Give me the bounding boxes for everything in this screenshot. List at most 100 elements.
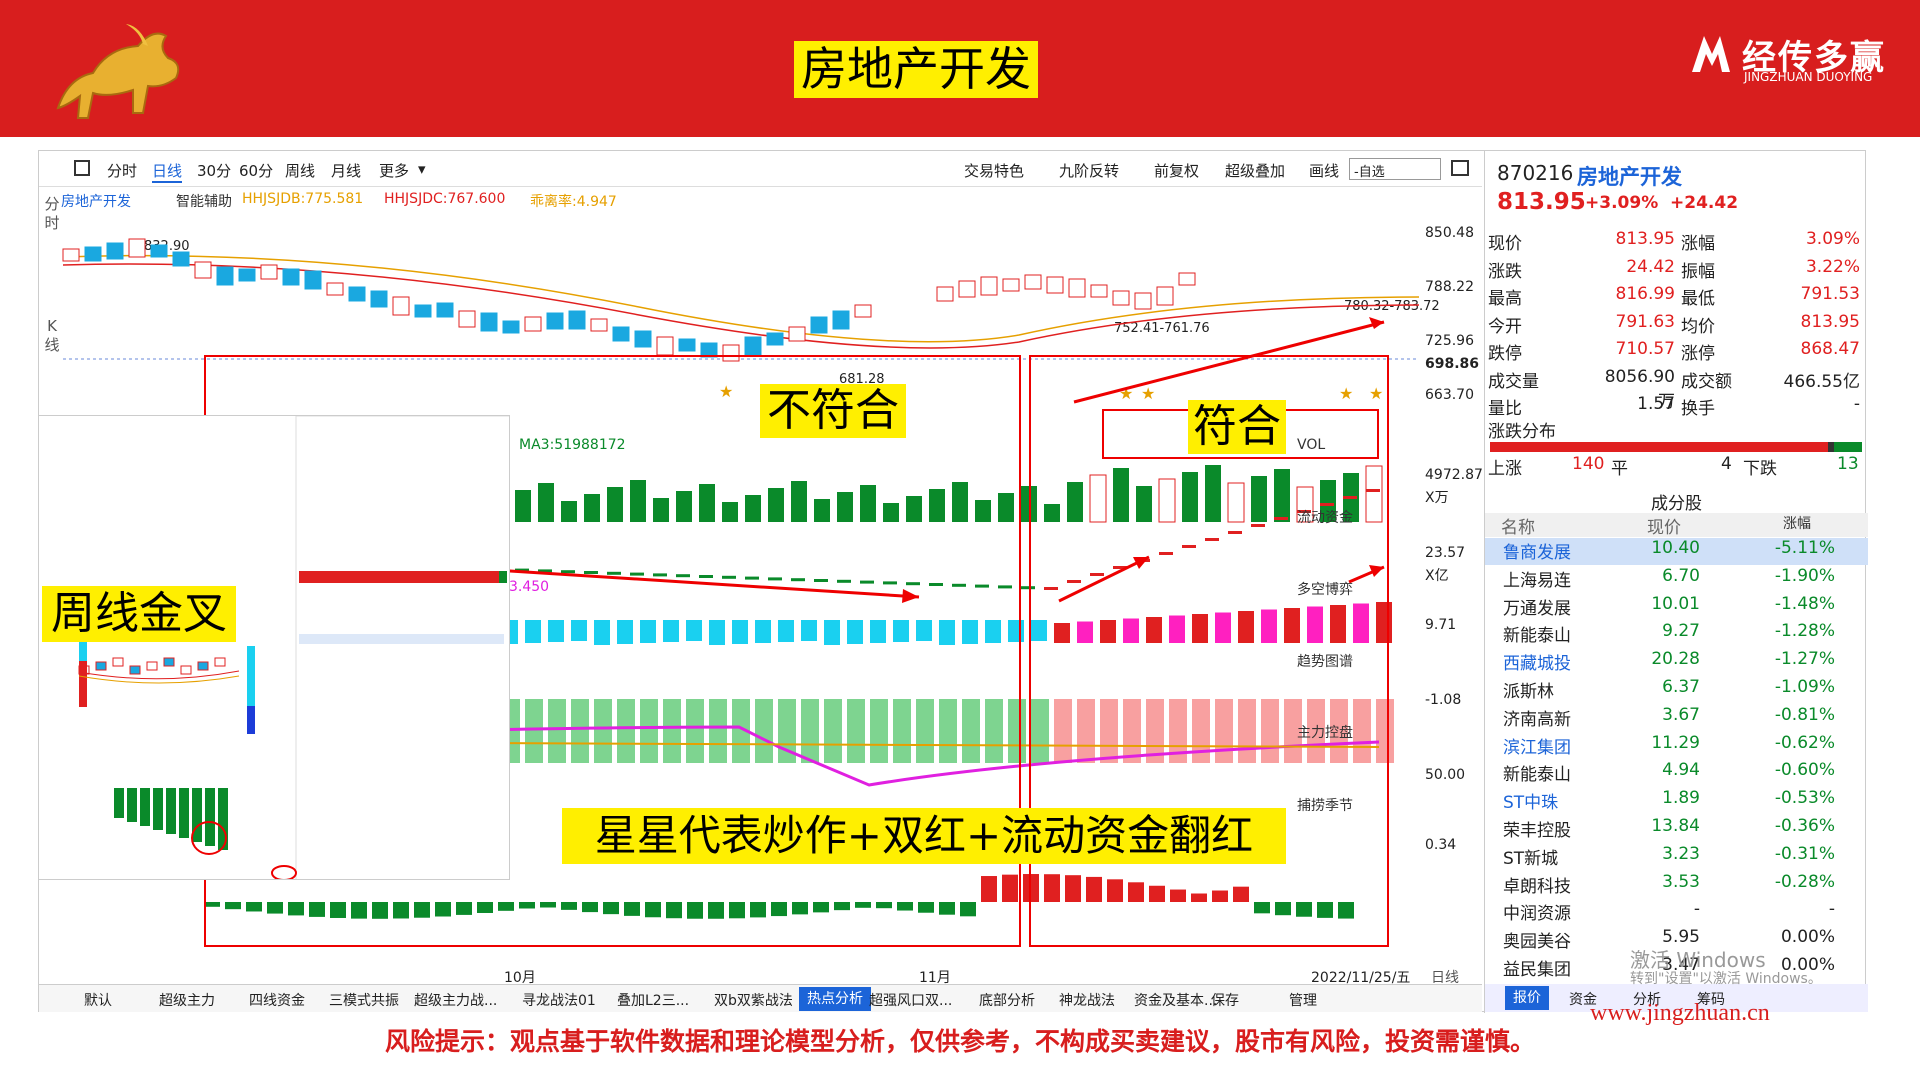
chart-mark	[1008, 699, 1026, 763]
quote-tab[interactable]: 筹码	[1697, 992, 1725, 1008]
comp-row[interactable]: 奥园美谷 5.95 0.00%	[1503, 927, 1835, 953]
comp-row[interactable]: 中润资源 - -	[1503, 899, 1835, 925]
comp-row[interactable]: 万通发展 10.01 -1.48%	[1503, 593, 1835, 619]
golden-bull-icon	[56, 24, 180, 119]
chart-area[interactable]: 分时 K线 房地产开发 智能辅助 HHJSJDB:775.581 HHJSJDC…	[39, 187, 1483, 986]
chart-mark	[1112, 290, 1130, 306]
bottom-tab[interactable]: 神龙战法	[1059, 993, 1115, 1009]
panel-toggle-icon[interactable]	[1451, 160, 1469, 176]
chart-mark	[414, 304, 432, 318]
tool-overlay[interactable]: 超级叠加	[1225, 162, 1286, 180]
comp-row[interactable]: ST中珠 1.89 -0.53%	[1503, 788, 1835, 814]
chart-mark	[998, 585, 1012, 589]
chevron-down-icon[interactable]: ▾	[418, 160, 426, 178]
chart-mark	[778, 620, 794, 642]
more-dropdown[interactable]: 更多	[379, 162, 410, 180]
chart-mark	[960, 902, 976, 917]
comp-row[interactable]: 新能泰山 4.94 -0.60%	[1503, 760, 1835, 786]
chart-mark	[814, 499, 830, 522]
side-label-kline[interactable]: K线	[44, 317, 60, 354]
comp-row[interactable]: 卓朗科技 3.53 -0.28%	[1503, 871, 1835, 897]
chart-mark	[939, 902, 955, 915]
chart-mark	[1191, 893, 1207, 902]
bottom-tab[interactable]: 保存	[1211, 993, 1239, 1009]
chart-mark	[709, 699, 727, 763]
chart-mark	[594, 620, 610, 645]
side-label-intraday[interactable]: 分时	[44, 195, 60, 232]
comp-row[interactable]: 新能泰山 9.27 -1.28%	[1503, 621, 1835, 647]
tool-trade-features[interactable]: 交易特色	[964, 162, 1025, 180]
watchlist-select[interactable]: -自选	[1349, 158, 1441, 180]
quote-tab[interactable]: 资金	[1569, 992, 1597, 1008]
comp-row[interactable]: 西藏城投 20.28 -1.27%	[1503, 649, 1835, 675]
chart-mark	[456, 902, 472, 915]
bottom-tab[interactable]: 超级主力	[159, 993, 215, 1009]
bottom-tab[interactable]: 底部分析	[979, 993, 1035, 1009]
chart-mark	[1031, 699, 1049, 763]
chart-mark	[79, 651, 87, 707]
period-tab-30min[interactable]: 30分	[197, 162, 232, 180]
comp-row[interactable]: 济南高新 3.67 -0.81%	[1503, 704, 1835, 730]
chart-mark	[791, 578, 805, 582]
bottom-tab[interactable]: 三模式共振	[329, 993, 399, 1009]
tool-nine-reversal[interactable]: 九阶反转	[1059, 162, 1120, 180]
chart-mark	[146, 661, 158, 671]
chart-mark	[1338, 902, 1354, 919]
stock-name[interactable]: 房地产开发	[1577, 165, 1682, 189]
down-label: 下跌	[1743, 459, 1777, 479]
chart-mark	[205, 788, 215, 846]
bottom-tab[interactable]: 热点分析	[799, 987, 871, 1011]
comp-row[interactable]: 派斯林 6.37 -1.09%	[1503, 677, 1835, 702]
chart-mark	[515, 490, 531, 522]
bottom-tab[interactable]: 四线资金	[249, 993, 305, 1009]
tool-draw[interactable]: 画线	[1309, 162, 1340, 180]
chart-mark	[95, 661, 107, 671]
period-tab-60min[interactable]: 60分	[239, 162, 274, 180]
bottom-tab[interactable]: 寻龙战法01	[522, 993, 596, 1009]
bottom-tab[interactable]: 超级主力战...	[414, 993, 498, 1009]
chart-mark	[538, 569, 552, 573]
chart-mark	[792, 902, 808, 915]
period-tab-monthly[interactable]: 月线	[331, 162, 362, 180]
bottom-tab[interactable]: 管理	[1289, 993, 1317, 1009]
quote-tab[interactable]: 报价	[1505, 986, 1549, 1010]
chart-mark	[1149, 885, 1165, 902]
comp-row[interactable]: 鲁商发展 10.40 -5.11%	[1485, 538, 1868, 565]
tool-adjust[interactable]: 前复权	[1154, 162, 1200, 180]
vol-axis: 4972.87	[1425, 467, 1483, 483]
chart-mark	[1274, 469, 1290, 522]
bottom-tab[interactable]: 超强风口双...	[869, 993, 953, 1009]
assist-label[interactable]: 智能辅助	[176, 194, 232, 210]
label-match: 符合	[1188, 400, 1286, 454]
comp-row[interactable]: 上海易连 6.70 -1.90%	[1503, 565, 1835, 591]
bottom-tab[interactable]: 默认	[84, 993, 112, 1009]
chart-mark	[962, 699, 980, 763]
chart-mark	[837, 492, 853, 522]
chart-mark	[309, 902, 325, 917]
season-axis: 0.34	[1425, 837, 1457, 853]
chart-mark	[561, 570, 575, 574]
comp-row[interactable]: ST新城 3.23 -0.31%	[1503, 843, 1835, 869]
chart-mark	[676, 574, 690, 578]
chart-mark	[348, 286, 366, 302]
chart-mark	[515, 568, 529, 572]
chart-mark	[1068, 278, 1086, 298]
chart-mark	[732, 620, 748, 644]
dk-title: 多空博弈	[1297, 582, 1353, 598]
chart-mark	[624, 902, 640, 916]
chart-mark	[1067, 580, 1081, 583]
bottom-tab[interactable]: 资金及基本...	[1134, 993, 1218, 1009]
comp-row[interactable]: 荣丰控股 13.84 -0.36%	[1503, 816, 1835, 841]
chart-mark	[568, 310, 586, 330]
comp-row[interactable]: 滨江集团 11.29 -0.62%	[1503, 732, 1835, 758]
chart-mark	[847, 620, 863, 644]
arrow-up-2	[1058, 555, 1150, 603]
layout-toggle-icon[interactable]	[74, 160, 90, 176]
quote-tab[interactable]: 分析	[1633, 992, 1661, 1008]
period-tab-weekly[interactable]: 周线	[285, 162, 316, 180]
bottom-tab[interactable]: 叠加L2三...	[617, 993, 690, 1009]
period-tab-daily[interactable]: 日线	[152, 160, 183, 183]
comp-row[interactable]: 益民集团 3.47 0.00%	[1503, 955, 1835, 980]
period-tab-intraday[interactable]: 分时	[107, 162, 138, 180]
bottom-tab[interactable]: 双b双紫战法	[714, 993, 793, 1009]
